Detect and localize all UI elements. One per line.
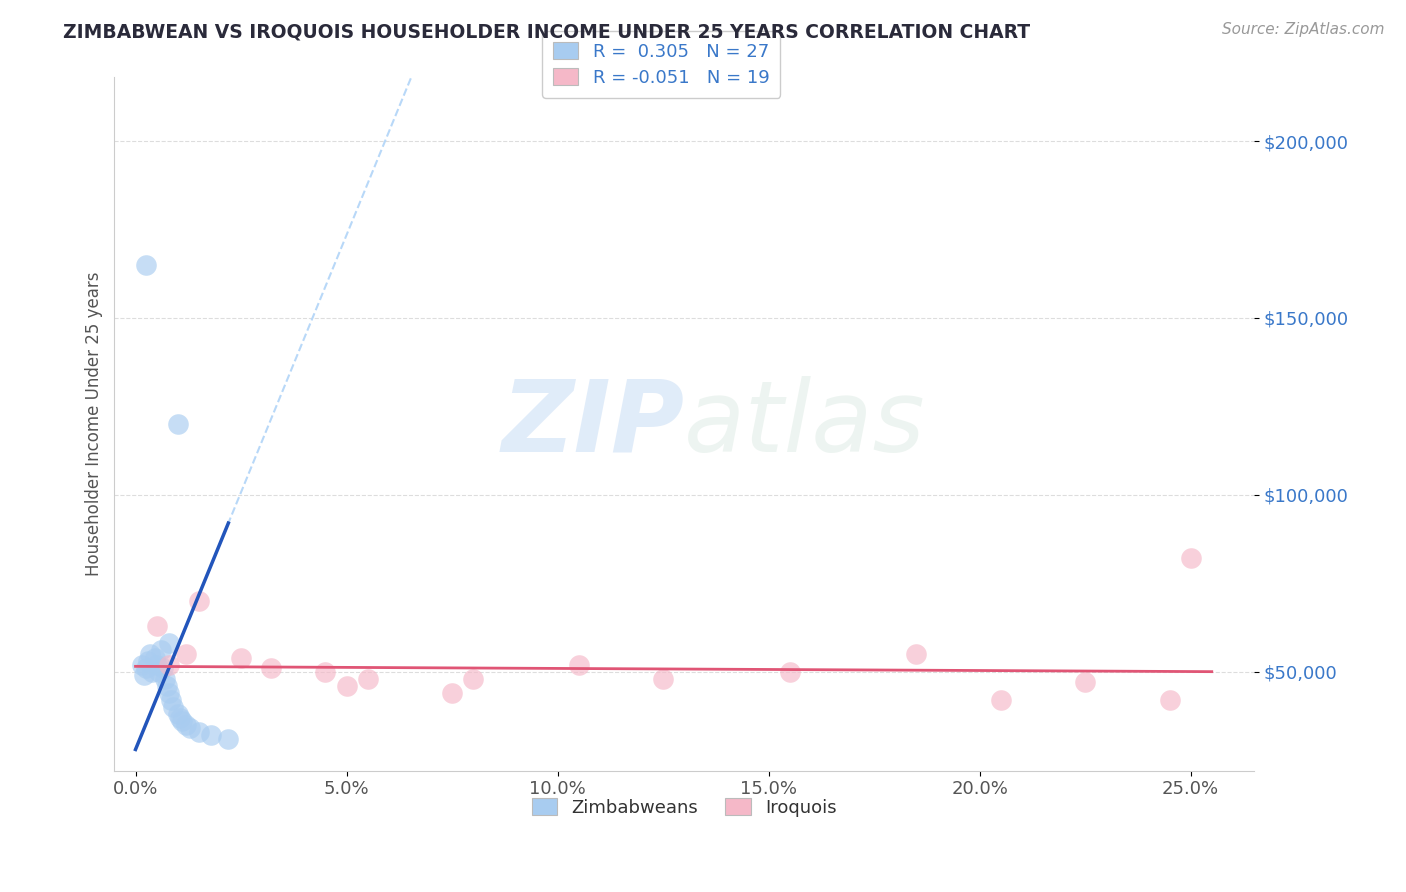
Point (335, 679, 357, 693)
Point (463, 672, 485, 686)
Point (652, 672, 675, 686)
Point (145, 618, 167, 632)
Point (1180, 551, 1202, 566)
Point (141, 665, 163, 679)
Point (160, 693, 183, 707)
Point (905, 647, 928, 661)
Point (143, 650, 166, 665)
Point (145, 657, 167, 672)
Point (187, 594, 209, 608)
Point (131, 657, 153, 672)
Point (135, 661, 157, 675)
Point (162, 700, 184, 714)
Point (200, 728, 222, 742)
Point (156, 679, 179, 693)
Point (166, 417, 188, 431)
Point (229, 650, 252, 665)
Text: ZIMBABWEAN VS IROQUOIS HOUSEHOLDER INCOME UNDER 25 YEARS CORRELATION CHART: ZIMBABWEAN VS IROQUOIS HOUSEHOLDER INCOM… (63, 22, 1031, 41)
Point (152, 661, 174, 675)
Point (170, 714, 193, 728)
Point (314, 665, 336, 679)
Text: ZIP: ZIP (501, 376, 685, 473)
Point (259, 661, 281, 675)
Legend: Zimbabweans, Iroquois: Zimbabweans, Iroquois (524, 791, 844, 824)
Point (1074, 675, 1097, 690)
Point (157, 636, 180, 650)
Point (187, 724, 209, 739)
Point (990, 693, 1012, 707)
Point (132, 668, 155, 682)
Point (135, 258, 157, 272)
Point (157, 657, 180, 672)
Point (356, 672, 378, 686)
Point (217, 731, 239, 746)
Text: atlas: atlas (685, 376, 925, 473)
Point (136, 654, 159, 668)
Text: Source: ZipAtlas.com: Source: ZipAtlas.com (1222, 22, 1385, 37)
Point (179, 721, 201, 735)
Point (568, 657, 591, 672)
Point (441, 686, 464, 700)
Point (148, 665, 170, 679)
Point (174, 647, 197, 661)
Point (1159, 693, 1181, 707)
Point (149, 643, 172, 657)
Point (166, 707, 188, 722)
Point (779, 665, 801, 679)
Point (139, 647, 162, 661)
Point (153, 672, 176, 686)
Point (157, 686, 180, 700)
Y-axis label: Householder Income Under 25 years: Householder Income Under 25 years (86, 272, 103, 576)
Point (174, 717, 197, 731)
Point (169, 711, 191, 725)
